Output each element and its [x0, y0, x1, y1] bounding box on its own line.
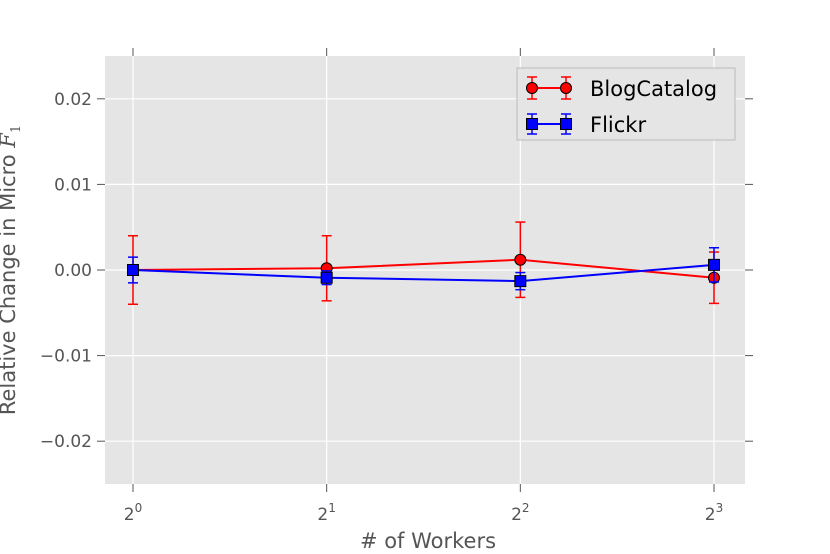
y-tick-label: 0.01: [54, 175, 92, 195]
x-tick-label-base: 2: [317, 505, 328, 525]
series-line: [132, 263, 715, 283]
x-tick-label: 21: [317, 501, 335, 525]
x-tick-label: 20: [124, 501, 142, 525]
x-tick-label-base: 2: [511, 505, 522, 525]
x-tick-label-exponent: 0: [135, 501, 143, 515]
data-point: [514, 253, 527, 266]
series-line: [132, 258, 715, 279]
legend-item-blogcatalog: BlogCatalog: [526, 76, 717, 101]
x-tick-label-exponent: 2: [522, 501, 530, 515]
y-tick-label: 0.02: [54, 90, 92, 110]
y-axis-label-text: Relative Change in Micro: [0, 148, 20, 415]
y-tick-label: 0.00: [54, 261, 92, 281]
x-tick-label-exponent: 1: [328, 501, 336, 515]
y-axis-label-math-sub: 1: [9, 125, 24, 133]
y-tick-label: −0.01: [40, 347, 92, 367]
x-tick-label: 23: [705, 501, 723, 525]
axis-ticks: 20 21 22 230.020.010.00−0.01−0.02: [40, 48, 753, 525]
data-point: [127, 264, 139, 276]
data-point: [320, 271, 333, 284]
series-layer: [127, 221, 720, 305]
y-axis-label: Relative Change in Micro F1: [0, 125, 24, 415]
y-axis-label-math: F: [0, 132, 20, 149]
legend-box: [516, 67, 736, 141]
x-tick-label: 22: [511, 501, 529, 525]
legend-marker: [526, 118, 538, 130]
x-tick-label-base: 2: [124, 505, 135, 525]
x-axis-label: # of Workers: [360, 529, 496, 553]
legend-item-flickr: Flickr: [526, 113, 646, 137]
series-blogcatalog: [127, 221, 720, 305]
x-tick-label-exponent: 3: [716, 501, 724, 515]
series-flickr: [127, 246, 720, 291]
x-tick-label-base: 2: [705, 505, 716, 525]
data-point: [708, 258, 720, 271]
legend-marker: [526, 82, 538, 94]
legend-marker: [560, 118, 572, 130]
legend: BlogCatalog Flickr: [516, 67, 736, 141]
legend-label: Flickr: [590, 113, 646, 137]
y-tick-label: −0.02: [40, 432, 92, 452]
legend-label: BlogCatalog: [590, 77, 717, 101]
legend-marker: [560, 82, 572, 94]
data-point: [514, 275, 527, 288]
